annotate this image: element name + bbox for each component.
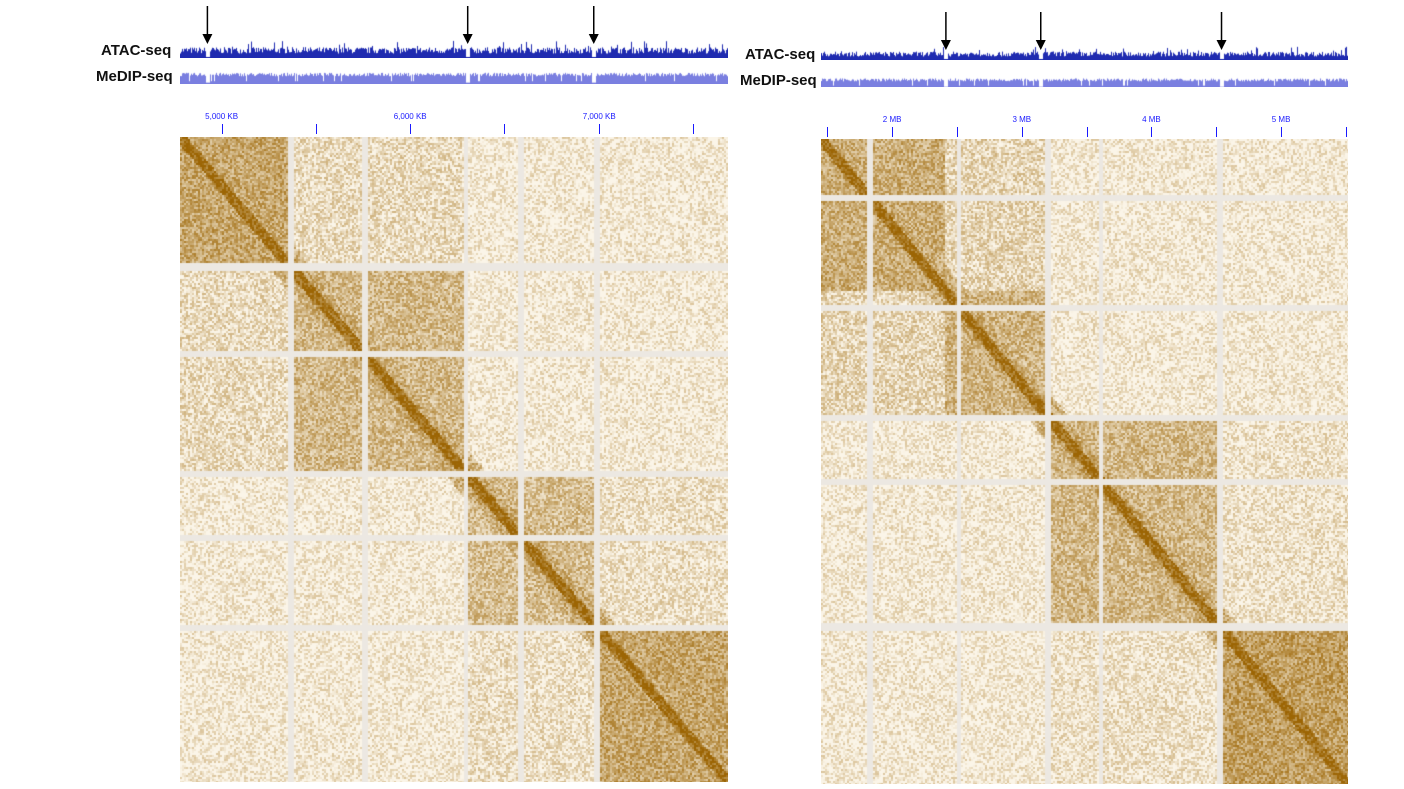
right-axis-tick xyxy=(892,127,894,137)
right-axis-tick xyxy=(1216,127,1218,137)
right-medip-track xyxy=(821,75,1348,87)
right-peak-arrow-2 xyxy=(1035,12,1046,50)
left-axis-tick xyxy=(504,124,506,134)
right-atac-track xyxy=(821,46,1348,60)
left-axis-tick xyxy=(315,124,317,134)
right-axis-tick-label: 2 MB xyxy=(882,115,902,124)
right-axis-tick xyxy=(1021,127,1023,137)
left-atac-track xyxy=(180,40,728,58)
right-peak-arrow-1 xyxy=(940,12,951,50)
right-genome-axis: 2 MB 3 MB 4 MB 5 MB xyxy=(821,115,1348,139)
left-hic-heatmap xyxy=(180,137,728,782)
left-atac-label: ATAC-seq xyxy=(101,42,172,59)
right-peak-arrow-3 xyxy=(1216,12,1227,50)
left-axis-tick-label: 7,000 KB xyxy=(582,112,616,121)
left-peak-arrow-1 xyxy=(202,6,213,44)
left-genome-axis: 5,000 KB 6,000 KB 7,000 KB xyxy=(180,112,728,136)
right-hic-heatmap xyxy=(821,139,1348,784)
right-atac-label: ATAC-seq xyxy=(745,46,816,63)
right-axis-tick xyxy=(1345,127,1347,137)
left-axis-tick xyxy=(221,124,223,134)
right-medip-label: MeDIP-seq xyxy=(740,72,817,89)
right-axis-tick xyxy=(827,127,829,137)
right-axis-tick xyxy=(956,127,958,137)
left-peak-arrow-2 xyxy=(462,6,473,44)
left-axis-tick xyxy=(410,124,412,134)
left-axis-tick xyxy=(599,124,601,134)
left-axis-tick-label: 6,000 KB xyxy=(393,112,427,121)
right-axis-tick-label: 4 MB xyxy=(1142,115,1161,124)
left-medip-label: MeDIP-seq xyxy=(96,68,173,85)
right-axis-tick xyxy=(1151,127,1153,137)
right-axis-tick xyxy=(1281,127,1283,137)
left-medip-track xyxy=(180,70,728,84)
right-axis-tick-label: 3 MB xyxy=(1012,115,1032,124)
arrow-layer xyxy=(202,6,1227,50)
right-axis-tick xyxy=(1086,127,1088,137)
left-axis-tick-label: 5,000 KB xyxy=(205,112,239,121)
left-peak-arrow-3 xyxy=(588,6,599,44)
left-axis-tick xyxy=(693,124,695,134)
right-axis-tick-label: 5 MB xyxy=(1271,115,1291,124)
